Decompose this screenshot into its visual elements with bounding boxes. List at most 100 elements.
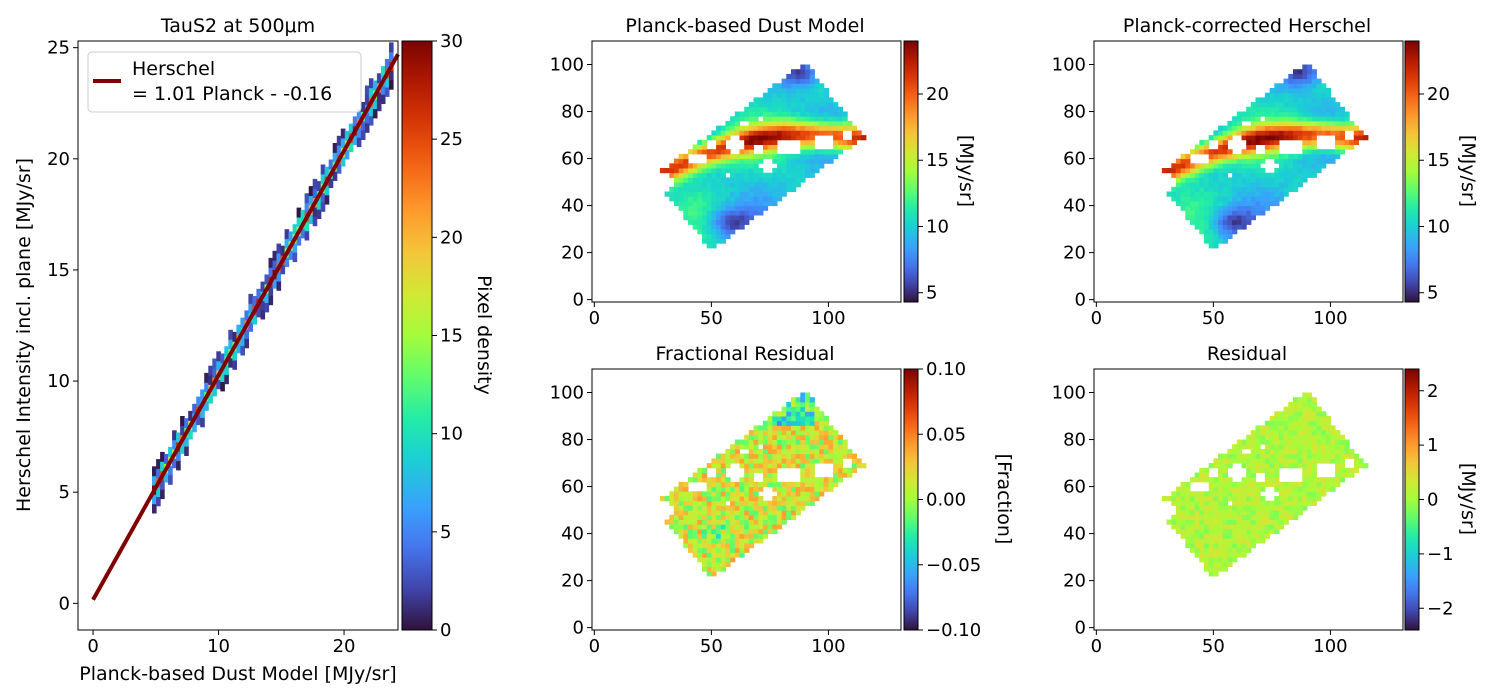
map-pixel	[706, 538, 712, 544]
map-pixel	[1232, 182, 1238, 188]
map-pixel	[1199, 510, 1205, 516]
map-pixel	[1199, 491, 1205, 497]
map-pixel	[814, 425, 820, 431]
map-pixel	[1190, 219, 1196, 225]
map-pixel	[1236, 205, 1242, 211]
map-pixel	[851, 130, 857, 136]
map-pixel	[753, 491, 759, 497]
map-pixel	[1260, 533, 1266, 539]
map-pixel	[1199, 210, 1205, 216]
map-pixel	[744, 524, 750, 530]
map-pixel	[725, 120, 731, 127]
map-pixel	[823, 439, 829, 445]
map-pixel	[678, 172, 684, 178]
colorbar-tick-label: 0.00	[926, 490, 966, 511]
map-pixel	[800, 163, 806, 169]
map-pixel	[1283, 120, 1289, 127]
map-pixel	[1180, 510, 1186, 516]
map-pixel	[692, 519, 698, 525]
map-pixel	[1236, 210, 1242, 216]
map-pixel	[673, 163, 680, 169]
map-pixel	[716, 467, 722, 473]
map-pixel	[1325, 130, 1331, 136]
map-pixel	[1339, 477, 1345, 483]
map-pixel	[1213, 514, 1219, 520]
scatter-x-ticks: 0 10 20	[87, 630, 355, 657]
map-pixel	[692, 182, 698, 188]
map-pixel	[786, 453, 792, 459]
map-pixel	[739, 215, 745, 221]
map-pixel	[702, 229, 708, 235]
map-pixel	[781, 514, 787, 520]
map-pixel	[725, 130, 731, 136]
density-cell	[156, 468, 161, 479]
map-pixel	[753, 168, 759, 174]
map-pixel	[791, 177, 797, 183]
map-pixel	[739, 496, 745, 502]
map-pixel	[1250, 210, 1256, 216]
map-pixel	[805, 496, 811, 502]
map-pixel	[1316, 481, 1322, 488]
map-pixel	[1190, 172, 1196, 178]
map-pixel	[1236, 533, 1242, 539]
map-pixel	[791, 411, 797, 417]
map-pixel	[753, 116, 759, 122]
map-pixel	[1227, 510, 1233, 516]
map-pixel	[1241, 477, 1247, 483]
map-pixel	[800, 106, 806, 112]
density-cell	[284, 238, 290, 249]
map-pixel	[702, 149, 708, 155]
map-pixel	[819, 149, 825, 155]
map-pixel	[776, 106, 783, 112]
map-pixel	[1330, 120, 1336, 127]
colorbar-tick-label: 15	[926, 150, 949, 171]
map-pixel	[725, 182, 731, 188]
map-pixel	[688, 191, 694, 197]
map-pixel	[1274, 448, 1280, 455]
density-cell	[152, 503, 157, 514]
map-pixel	[758, 453, 764, 459]
map-pixel	[734, 219, 740, 225]
map-pixel	[748, 510, 754, 516]
map-pixel	[1288, 496, 1294, 502]
map-pixel	[678, 510, 684, 516]
map-pixel	[762, 125, 769, 131]
density-cell	[304, 202, 310, 213]
map-pixel	[814, 477, 820, 483]
map-pixel	[748, 116, 754, 122]
map-pixel	[720, 538, 726, 544]
map-pixel	[1246, 434, 1252, 440]
map-pixel	[1321, 439, 1327, 445]
map-pixel	[1311, 116, 1317, 122]
map-pixel	[828, 448, 834, 455]
map-pixel	[1236, 500, 1242, 506]
map-pixel	[1194, 149, 1200, 155]
map-pixel	[720, 491, 726, 497]
map-pixel	[1260, 481, 1266, 488]
map-pixel	[791, 491, 797, 497]
map-pixel	[1222, 510, 1228, 516]
map-pixel	[786, 83, 792, 89]
map-pixel	[697, 519, 703, 525]
density-cell	[368, 78, 374, 89]
map-pixel	[720, 510, 726, 516]
map-pixel	[1194, 538, 1200, 544]
map-pixel	[1288, 463, 1294, 469]
map-pixel	[795, 125, 801, 131]
map-pixel	[688, 500, 694, 506]
map-pixel	[688, 533, 694, 539]
density-cell	[204, 400, 209, 411]
density-cell	[172, 430, 177, 441]
map-pixel	[683, 533, 689, 539]
map-pixel	[791, 434, 797, 440]
map-pixel	[767, 153, 773, 160]
map-pixel	[730, 514, 736, 520]
map-pixel	[711, 149, 717, 155]
map-pixel	[683, 528, 689, 535]
map-pixel	[795, 153, 801, 160]
map-pixel	[669, 186, 675, 192]
x-tick-label: 100	[811, 636, 845, 657]
map-pixel	[734, 514, 740, 520]
density-cell	[360, 130, 366, 140]
map-pixel	[786, 102, 792, 108]
